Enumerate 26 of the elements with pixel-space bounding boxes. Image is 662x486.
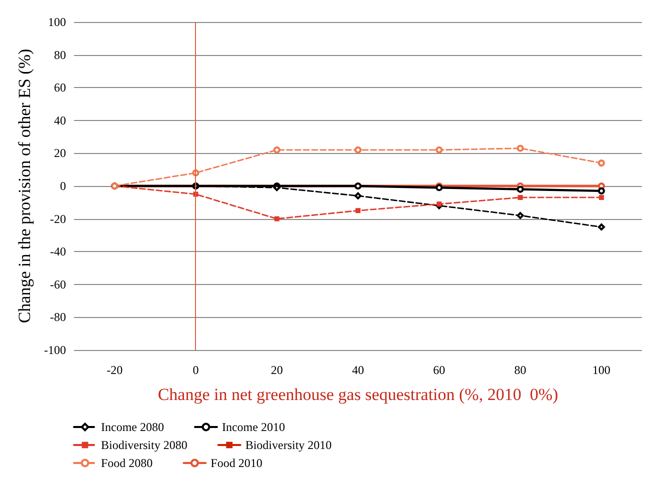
x-tick-label: 60 <box>433 363 446 377</box>
legend-label: Income 2010 <box>222 420 285 434</box>
x-tick-label: 20 <box>270 363 283 377</box>
y-axis-title: Change in the provision of other ES (%) <box>15 48 34 324</box>
y-tick-label: -60 <box>50 277 66 292</box>
legend-label: Income 2080 <box>101 420 164 434</box>
x-tick-label: 0 <box>192 363 199 377</box>
legend-label: Biodiversity 2080 <box>101 438 188 452</box>
y-tick-label: 20 <box>54 146 66 160</box>
y-tick-label: -100 <box>44 343 66 357</box>
y-tick-label: -40 <box>50 244 66 259</box>
x-tick-label: 100 <box>592 363 610 377</box>
y-tick-label: -80 <box>50 310 66 324</box>
x-tick-label: -20 <box>106 363 123 377</box>
x-tick-label: 80 <box>514 363 526 377</box>
legend-label: Biodiversity 2010 <box>245 438 332 452</box>
y-tick-label: 100 <box>48 15 66 29</box>
legend-label: Food 2080 <box>101 456 153 470</box>
y-tick-label: 0 <box>60 179 66 193</box>
x-tick-label: 40 <box>352 363 364 377</box>
x-axis-title: Change in net greenhouse gas sequestration (%, 2010 0%) <box>158 385 558 404</box>
y-tick-label: 40 <box>54 113 66 128</box>
y-tick-label: 60 <box>54 80 66 95</box>
y-tick-label: 80 <box>54 48 66 62</box>
y-tick-label: -20 <box>50 212 66 226</box>
legend-label: Food 2010 <box>210 456 262 470</box>
